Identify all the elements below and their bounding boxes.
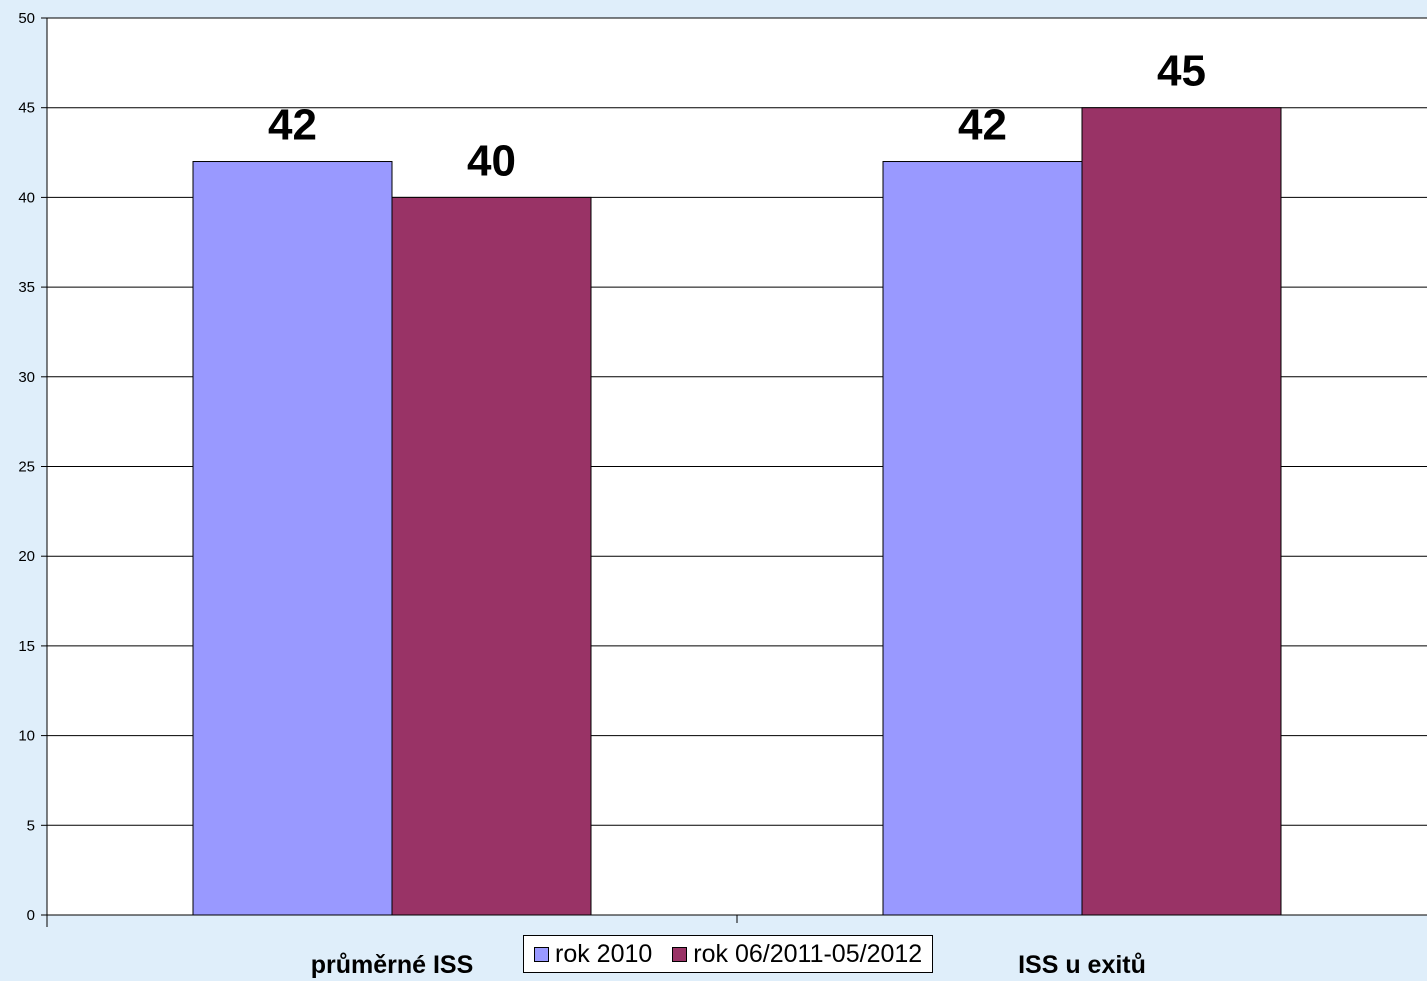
- x-category-label: ISS u exitů: [1018, 951, 1146, 979]
- y-tick-label: 50: [18, 10, 35, 27]
- legend-swatch-series-1: [534, 946, 549, 962]
- y-tick-label: 5: [27, 817, 35, 834]
- data-label: 45: [1157, 47, 1206, 96]
- y-tick-label: 30: [18, 369, 35, 386]
- legend-label-series-2: rok 06/2011-05/2012: [693, 939, 923, 968]
- y-tick-label: 10: [18, 728, 35, 745]
- y-tick-label: 15: [18, 638, 35, 655]
- data-label: 40: [467, 136, 516, 185]
- bars: [192, 107, 1282, 916]
- data-label: 42: [268, 101, 317, 150]
- data-label: 42: [958, 101, 1007, 150]
- x-category-label: průměrné ISS: [311, 951, 474, 979]
- legend-label-series-1: rok 2010: [555, 939, 653, 968]
- bar: [391, 196, 592, 916]
- bar: [192, 161, 393, 916]
- y-tick-label: 40: [18, 189, 35, 206]
- axes: 0 5 10 15 20 25 30 35 40 45 50 průměrné ISS ISS u ex…: [18, 10, 1427, 979]
- y-tick-label: 45: [18, 100, 35, 117]
- data-labels: 42 40 42 45: [268, 47, 1206, 186]
- bar: [1081, 107, 1282, 916]
- legend-item-series-1: rok 2010: [534, 940, 652, 969]
- legend: rok 2010 rok 06/2011-05/2012: [523, 935, 934, 973]
- legend-swatch-series-2: [672, 946, 688, 962]
- bar: [882, 161, 1083, 916]
- y-tick-label: 25: [18, 459, 35, 476]
- y-tick-label: 0: [27, 907, 35, 924]
- legend-item-series-2: rok 06/2011-05/2012: [672, 940, 922, 969]
- y-tick-label: 20: [18, 548, 35, 565]
- y-tick-label: 35: [18, 279, 35, 296]
